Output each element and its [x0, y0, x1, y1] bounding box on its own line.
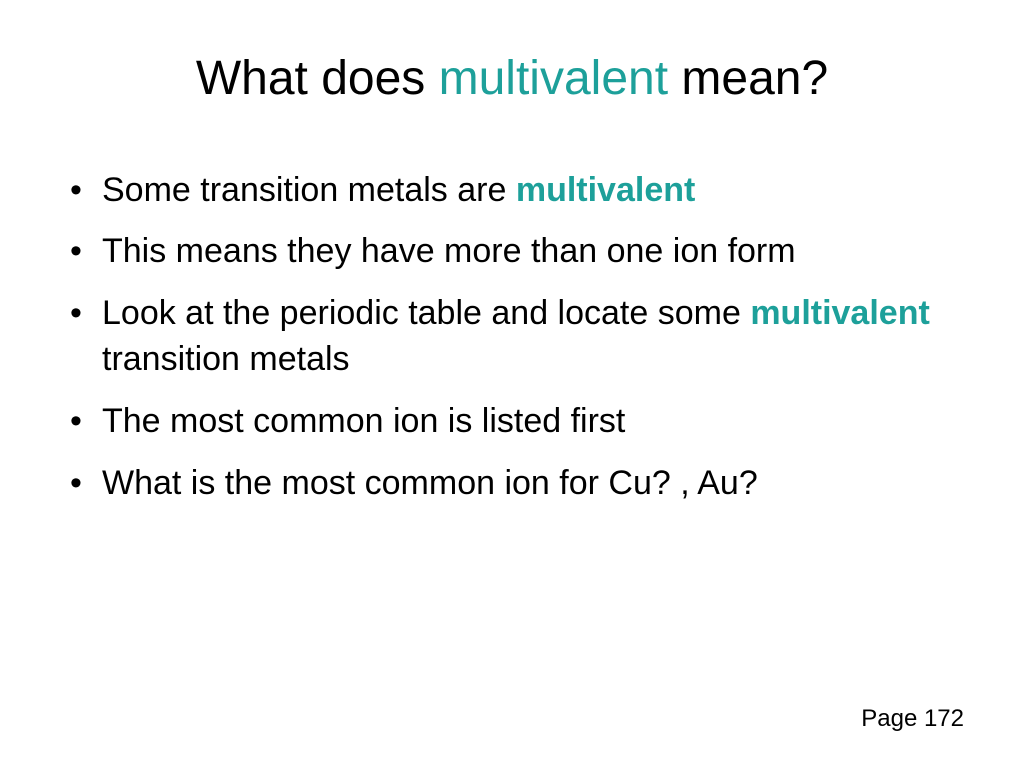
page-number: Page 172: [861, 705, 964, 733]
bullet-item: What is the most common ion for Cu? , Au…: [70, 461, 974, 507]
title-part2: mean?: [668, 52, 828, 105]
slide-title: What does multivalent mean?: [50, 50, 974, 108]
bullet-item: Look at the periodic table and locate so…: [70, 291, 974, 383]
bullet-highlight: multivalent: [750, 294, 929, 332]
bullet-text: This means they have more than one ion f…: [102, 232, 796, 270]
bullet-item: The most common ion is listed first: [70, 399, 974, 445]
title-highlight: multivalent: [439, 52, 668, 105]
bullet-text: What is the most common ion for Cu? , Au…: [102, 464, 758, 502]
title-part1: What does: [196, 52, 439, 105]
bullet-item: Some transition metals are multivalent: [70, 168, 974, 214]
bullet-highlight: multivalent: [516, 171, 695, 209]
bullet-text: Some transition metals are: [102, 171, 516, 209]
bullet-item: This means they have more than one ion f…: [70, 229, 974, 275]
bullet-text: The most common ion is listed first: [102, 402, 625, 440]
bullet-text: transition metals: [102, 340, 350, 378]
bullet-list: Some transition metals are multivalent Th…: [50, 168, 974, 507]
slide-container: What does multivalent mean? Some transit…: [0, 0, 1024, 768]
bullet-text: Look at the periodic table and locate so…: [102, 294, 750, 332]
